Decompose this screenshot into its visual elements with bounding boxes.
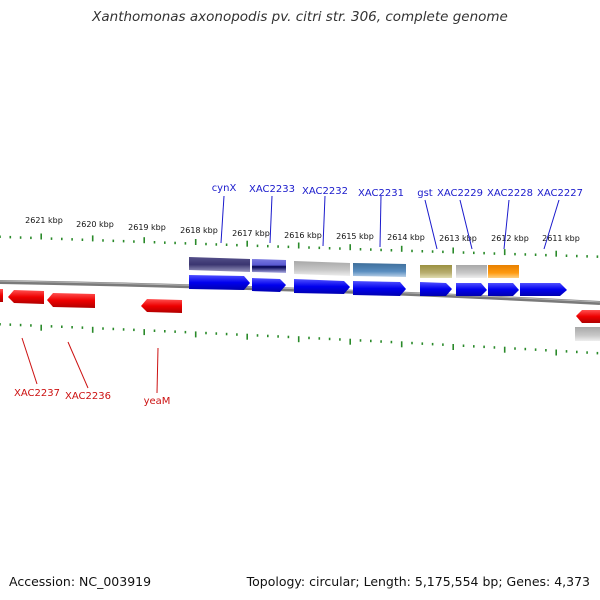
- leader-line-xac2232: [322, 195, 326, 247]
- forward-gene-arrow-gst[interactable]: [420, 282, 452, 296]
- reverse-gene-arrow-xac2237[interactable]: [8, 290, 44, 304]
- forward-gene-arrow-xac2228[interactable]: [488, 283, 519, 296]
- accession-text: Accession: NC_003919: [9, 574, 152, 589]
- leader-line-xac2227: [543, 199, 560, 250]
- leader-line-xac2229: [459, 199, 473, 250]
- scale-label: 2614 kbp: [387, 233, 425, 242]
- bottom-scale-ticks: [0, 323, 599, 356]
- top-scale-ticks: [0, 233, 599, 258]
- forward-gene-arrow-xac2231[interactable]: [353, 281, 406, 296]
- gene-label-xac2232[interactable]: XAC2232: [302, 186, 348, 197]
- leader-line-yeam: [156, 347, 159, 394]
- scale-label: 2620 kbp: [76, 220, 114, 229]
- gene-feature-xac2229[interactable]: [456, 265, 487, 278]
- gene-feature-gst[interactable]: [420, 265, 452, 278]
- leader-line-xac2233: [269, 195, 273, 244]
- gene-feature-right-edge[interactable]: [575, 327, 600, 341]
- forward-gene-arrow-xac2233[interactable]: [252, 278, 286, 292]
- gene-label-xac2237[interactable]: XAC2237: [14, 388, 60, 399]
- reverse-gene-arrow-right-edge[interactable]: [576, 310, 600, 323]
- forward-gene-arrow-xac2229[interactable]: [456, 283, 487, 296]
- gene-label-cynx[interactable]: cynX: [212, 183, 237, 194]
- scale-label: 2611 kbp: [542, 234, 580, 243]
- gene-label-gst[interactable]: gst: [417, 188, 433, 199]
- leader-line-cynx: [220, 195, 225, 244]
- gene-label-xac2229[interactable]: XAC2229: [437, 188, 483, 199]
- map-title: Xanthomonas axonopodis pv. citri str. 30…: [92, 9, 508, 25]
- scale-label: 2618 kbp: [180, 226, 218, 235]
- gene-label-xac2236[interactable]: XAC2236: [65, 391, 111, 402]
- forward-gene-arrow-cynx[interactable]: [189, 275, 250, 290]
- scale-label: 2619 kbp: [128, 223, 166, 232]
- gene-feature-xac2233[interactable]: [252, 259, 286, 273]
- gene-feature-xac2232[interactable]: [294, 261, 350, 276]
- reverse-gene-arrow-edge[interactable]: [0, 289, 3, 302]
- scale-label: 2612 kbp: [491, 234, 529, 243]
- scale-label: 2621 kbp: [25, 216, 63, 225]
- scale-label: 2617 kbp: [232, 229, 270, 238]
- gene-label-yeam[interactable]: yeaM: [144, 396, 171, 407]
- gene-feature-xac2231[interactable]: [353, 263, 406, 277]
- scale-label: 2613 kbp: [439, 234, 477, 243]
- leader-line-xac2231: [379, 195, 382, 248]
- reverse-gene-arrow-xac2236[interactable]: [47, 293, 95, 308]
- genome-info-text: Topology: circular; Length: 5,175,554 bp…: [246, 574, 590, 589]
- scale-label: 2616 kbp: [284, 231, 322, 240]
- leader-line-xac2237: [21, 337, 38, 385]
- scale-label: 2615 kbp: [336, 232, 374, 241]
- gene-feature-cynx[interactable]: [189, 257, 250, 272]
- gene-label-xac2233[interactable]: XAC2233: [249, 184, 295, 195]
- reverse-gene-arrow-yeam[interactable]: [141, 299, 182, 313]
- leader-line-xac2236: [67, 341, 89, 389]
- gene-label-xac2227[interactable]: XAC2227: [537, 188, 583, 199]
- leader-line-xac2228: [503, 199, 510, 250]
- forward-gene-arrow-xac2232[interactable]: [294, 279, 350, 294]
- leader-line-gst: [424, 199, 438, 250]
- gene-feature-xac2228[interactable]: [488, 265, 519, 278]
- gene-label-xac2228[interactable]: XAC2228: [487, 188, 533, 199]
- gene-label-xac2231[interactable]: XAC2231: [358, 188, 404, 199]
- forward-gene-arrow-xac2227[interactable]: [520, 283, 567, 296]
